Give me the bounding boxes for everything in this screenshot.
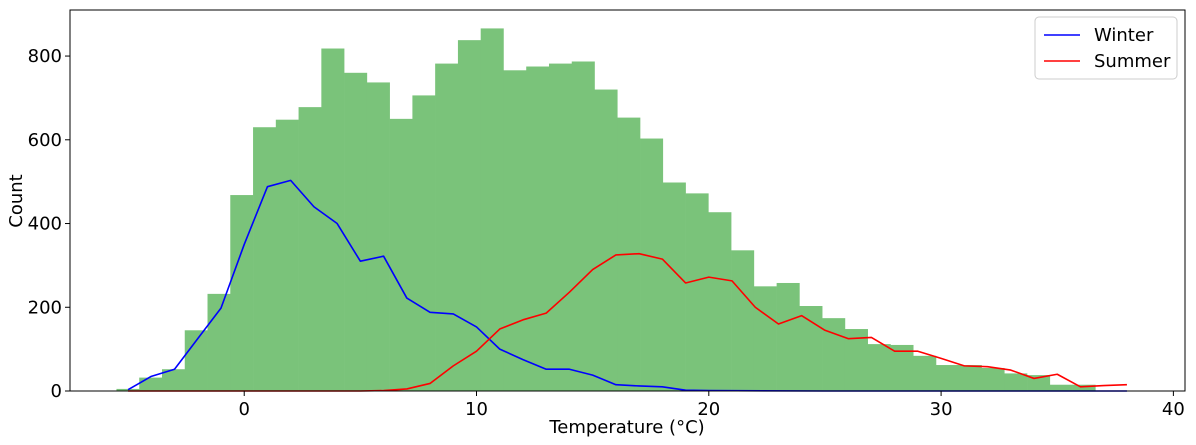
legend: Winter Summer <box>1034 16 1178 80</box>
y-tick-label: 0 <box>51 381 62 402</box>
histogram-bar <box>685 193 709 391</box>
histogram-bar <box>116 388 140 391</box>
histogram-bar <box>731 250 755 391</box>
series-lines <box>127 179 1127 392</box>
legend-box <box>1034 16 1178 80</box>
histogram-bar <box>708 212 732 391</box>
legend-summer-label: Summer <box>1094 51 1171 72</box>
histogram-bar <box>844 329 868 391</box>
histogram-bar <box>890 344 914 391</box>
y-axis: 0 200 400 600 800 <box>28 46 70 402</box>
histogram-bar <box>480 28 504 391</box>
histogram-bar <box>184 330 208 391</box>
histogram-bar <box>548 63 573 392</box>
histogram-bar <box>344 72 368 392</box>
histogram-bar <box>594 89 618 392</box>
histogram-bar <box>640 138 664 391</box>
legend-winter-label: Winter <box>1094 25 1154 46</box>
x-axis-label: Temperature (°C) <box>548 417 704 438</box>
histogram-bar <box>958 365 982 391</box>
series-line-winter <box>127 179 1127 392</box>
histogram-bar <box>389 118 413 392</box>
histogram-bar <box>253 127 277 391</box>
histogram-bar <box>1049 384 1073 391</box>
y-tick-label: 400 <box>28 214 62 235</box>
histogram-bar <box>412 95 436 391</box>
histogram-bar <box>139 377 163 391</box>
x-tick-label: 30 <box>930 399 953 420</box>
y-tick-label: 200 <box>28 297 62 318</box>
x-axis: 0 10 20 30 40 <box>238 391 1185 420</box>
histogram-bar <box>571 61 595 391</box>
histogram-bar <box>935 365 960 391</box>
histogram-bar <box>662 182 686 391</box>
histogram-bar <box>1004 373 1028 391</box>
x-tick-label: 0 <box>238 399 249 420</box>
x-tick-label: 20 <box>697 399 720 420</box>
histogram-bar <box>435 63 459 392</box>
x-tick-label: 40 <box>1162 399 1185 420</box>
histogram-bar <box>207 293 231 391</box>
histogram-bar <box>366 82 390 392</box>
histogram-bar <box>822 318 846 391</box>
histogram-bar <box>230 195 254 391</box>
y-tick-label: 800 <box>28 46 62 67</box>
histogram-bar <box>753 286 777 391</box>
histogram-bars <box>116 28 1096 392</box>
histogram-bar <box>503 70 527 391</box>
histogram-bar <box>275 119 299 391</box>
histogram-bar <box>161 369 186 391</box>
histogram-bar <box>981 367 1005 391</box>
series-line-summer <box>128 252 1127 392</box>
histogram-bar <box>526 66 550 392</box>
histogram-bar <box>867 344 891 391</box>
y-axis-label: Count <box>6 174 27 227</box>
histogram-bar <box>457 40 481 392</box>
histogram-bar <box>913 355 937 391</box>
plot-frame <box>69 9 1186 392</box>
histogram-bar <box>799 306 823 391</box>
histogram-bar <box>1027 375 1051 391</box>
histogram-bar <box>1072 384 1096 391</box>
x-tick-label: 10 <box>465 399 488 420</box>
histogram-bar <box>298 107 322 391</box>
histogram-bar <box>776 282 800 391</box>
y-tick-label: 600 <box>28 130 62 151</box>
